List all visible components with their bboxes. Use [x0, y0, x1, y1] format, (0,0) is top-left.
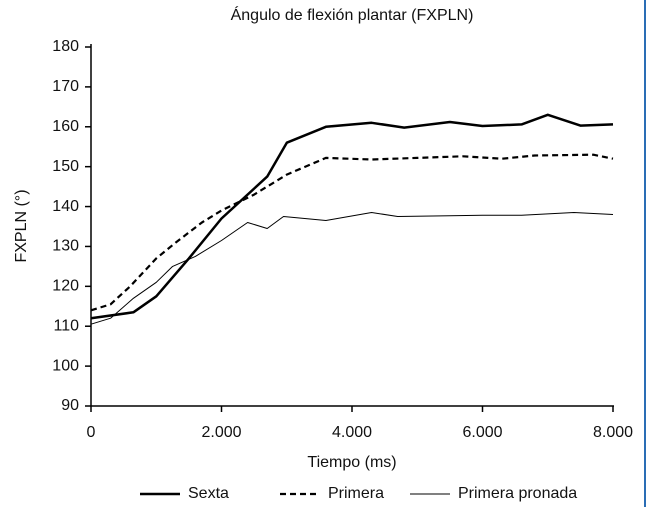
y-tick-label: 130: [52, 238, 79, 255]
y-axis-label: FXPLN (°): [13, 189, 30, 262]
series-line: [90, 113, 614, 320]
x-tick-label: 6.000: [462, 424, 502, 441]
y-tick-label: 100: [52, 357, 79, 374]
y-tick-label: 120: [52, 278, 79, 295]
y-tick-label: 110: [53, 317, 79, 334]
series-line: [90, 212, 614, 325]
y-tick-label: 170: [52, 78, 79, 95]
x-tick-label: 8.000: [593, 424, 633, 441]
y-tick-label: 150: [52, 158, 79, 175]
chart-title: Ángulo de flexión plantar (FXPLN): [231, 5, 474, 24]
series-line: [90, 153, 614, 312]
x-tick-label: 4.000: [332, 424, 372, 441]
x-axis-label: Tiempo (ms): [307, 454, 396, 471]
legend-label: Primera: [328, 485, 384, 502]
legend-label: Sexta: [188, 485, 229, 502]
x-tick-label: 0: [87, 424, 96, 441]
y-tick-label: 180: [52, 38, 79, 55]
y-tick-label: 140: [52, 198, 79, 215]
y-tick-label: 160: [52, 118, 79, 135]
x-tick-label: 2.000: [201, 424, 241, 441]
y-tick-label: 90: [61, 397, 79, 414]
legend-label: Primera pronada: [458, 485, 577, 502]
